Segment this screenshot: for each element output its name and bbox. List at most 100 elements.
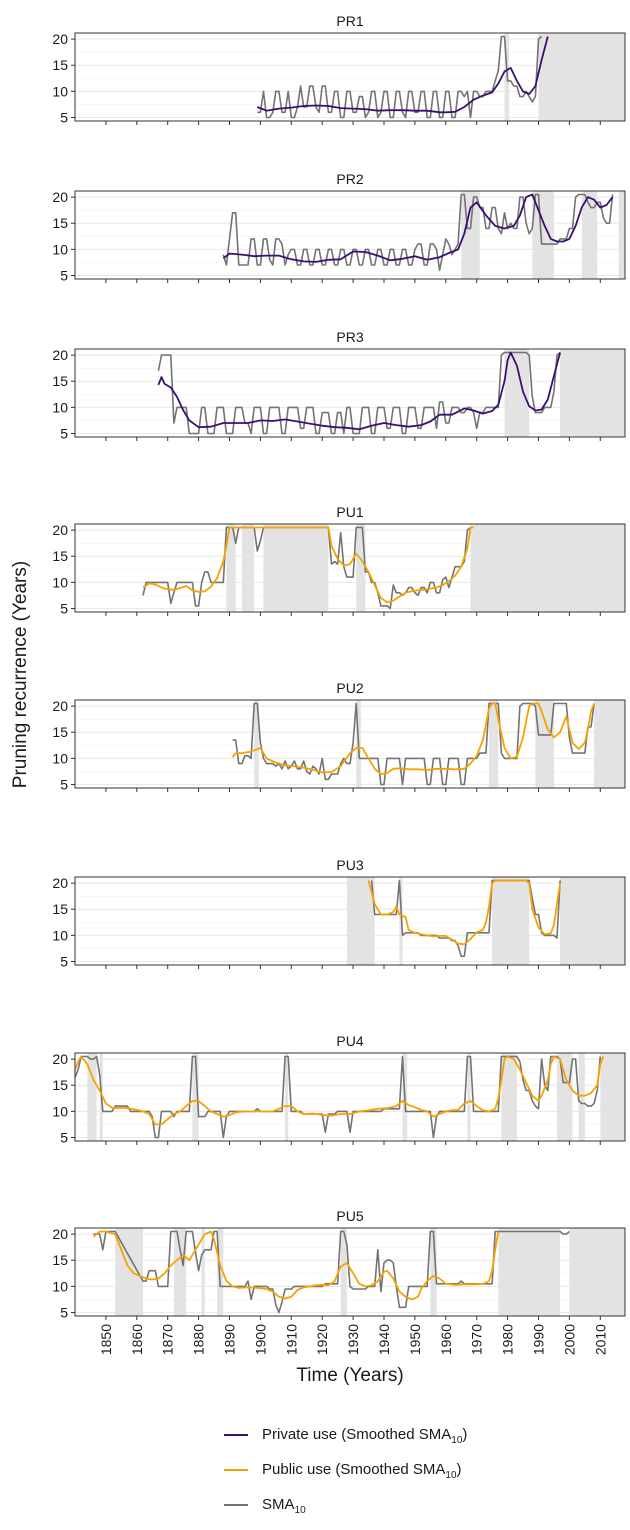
shaded-interval — [594, 700, 625, 788]
panel-title-pu1: PU1 — [336, 504, 363, 520]
pruning-recurrence-chart: PR1 5 10 15 20 PR2 5 10 15 20 PR3 5 10 15 20 PU1 5 10 15 20… — [10, 13, 626, 1386]
legend-item-sma: SMA10 — [224, 1495, 554, 1530]
shaded-interval — [557, 1053, 573, 1141]
x-tick-label: 1910 — [283, 1324, 299, 1355]
shaded-interval — [467, 1053, 471, 1141]
shaded-interval — [535, 700, 554, 788]
shaded-interval — [538, 33, 625, 121]
public-smoothed-line-pu2 — [231, 702, 595, 775]
panel-frame — [74, 190, 626, 280]
panel-title-pu4: PU4 — [336, 1033, 363, 1049]
panel-frame — [74, 699, 626, 789]
y-tick-label: 5 — [60, 1130, 68, 1146]
y-tick-label: 15 — [52, 724, 68, 740]
legend: Private use (Smoothed SMA10) Public use … — [224, 1425, 554, 1530]
shaded-interval — [498, 1228, 561, 1316]
shaded-interval — [581, 191, 598, 279]
shaded-interval — [532, 191, 554, 279]
legend-label-private: Private use (Smoothed SMA10) — [262, 1426, 468, 1446]
sma-line-pu4 — [74, 1055, 602, 1139]
x-tick-label: 1950 — [407, 1324, 423, 1355]
panel-frame — [74, 32, 626, 122]
shaded-interval — [430, 1228, 437, 1316]
y-tick-label: 10 — [52, 927, 68, 943]
x-tick-label: 1930 — [345, 1324, 361, 1355]
x-tick-label: 1900 — [252, 1324, 268, 1355]
shaded-interval — [600, 1053, 625, 1141]
sma-line-pu2 — [232, 702, 595, 786]
panel-title-pu2: PU2 — [336, 680, 363, 696]
legend-label-public: Public use (Smoothed SMA10) — [262, 1461, 462, 1481]
x-tick-label: 1970 — [469, 1324, 485, 1355]
x-tick-label: 1870 — [160, 1324, 176, 1355]
panel-title-pu5: PU5 — [336, 1208, 363, 1224]
shaded-interval — [560, 349, 625, 437]
shaded-interval — [201, 1228, 205, 1316]
y-tick-label: 10 — [52, 241, 68, 257]
x-tick-label: 1880 — [191, 1324, 207, 1355]
x-tick-label: 1890 — [221, 1324, 237, 1355]
x-tick-label: 2000 — [561, 1324, 577, 1355]
public-smoothed-line-pu5 — [92, 1230, 500, 1301]
shaded-interval — [569, 1228, 625, 1316]
shaded-interval — [578, 1053, 585, 1141]
shaded-interval — [285, 1053, 289, 1141]
shaded-interval — [356, 524, 366, 612]
shaded-interval — [501, 1053, 517, 1141]
y-tick-label: 20 — [52, 189, 68, 205]
shaded-interval — [217, 1228, 224, 1316]
legend-item-public: Public use (Smoothed SMA10) — [224, 1460, 554, 1495]
legend-key-private — [224, 1434, 248, 1436]
x-tick-label: 1850 — [98, 1324, 114, 1355]
shaded-interval — [87, 1053, 97, 1141]
panel-frame — [74, 523, 626, 613]
y-tick-label: 15 — [52, 215, 68, 231]
x-tick-label: 2010 — [592, 1324, 608, 1355]
y-tick-label: 15 — [52, 57, 68, 73]
shaded-interval — [241, 524, 255, 612]
y-tick-label: 5 — [60, 268, 68, 284]
y-tick-label: 20 — [52, 522, 68, 538]
panel-title-pu3: PU3 — [336, 857, 363, 873]
panel-frame — [74, 876, 626, 966]
panel-title-pr1: PR1 — [336, 13, 363, 29]
shaded-interval — [470, 524, 625, 612]
legend-label-sma: SMA10 — [262, 1496, 306, 1516]
legend-item-private: Private use (Smoothed SMA10) — [224, 1425, 554, 1460]
y-tick-label: 5 — [60, 1305, 68, 1321]
shaded-interval — [192, 1053, 199, 1141]
shaded-interval — [618, 191, 625, 279]
shaded-interval — [560, 877, 625, 965]
y-tick-label: 20 — [52, 31, 68, 47]
legend-key-public — [224, 1469, 248, 1471]
y-tick-label: 20 — [52, 698, 68, 714]
y-tick-label: 10 — [52, 1103, 68, 1119]
shaded-interval — [492, 877, 530, 965]
shaded-interval — [173, 1228, 187, 1316]
shaded-interval — [263, 524, 329, 612]
y-tick-label: 15 — [52, 373, 68, 389]
y-tick-label: 10 — [52, 574, 68, 590]
y-tick-label: 5 — [60, 601, 68, 617]
x-tick-label: 1860 — [129, 1324, 145, 1355]
y-tick-label: 10 — [52, 399, 68, 415]
y-tick-label: 15 — [52, 1252, 68, 1268]
panel-frame — [74, 1052, 626, 1142]
private-smoothed-line-pr2 — [222, 193, 614, 263]
public-smoothed-line-pu1 — [142, 526, 474, 604]
x-tick-label: 1990 — [530, 1324, 546, 1355]
y-tick-label: 15 — [52, 901, 68, 917]
y-tick-label: 5 — [60, 777, 68, 793]
y-tick-label: 5 — [60, 954, 68, 970]
panel-title-pr2: PR2 — [336, 171, 363, 187]
y-tick-label: 20 — [52, 347, 68, 363]
y-tick-label: 10 — [52, 750, 68, 766]
shaded-interval — [340, 1228, 347, 1316]
sma-line-pr1 — [257, 35, 543, 119]
y-axis-title: Pruning recurrence (Years) — [10, 561, 31, 788]
public-smoothed-line-pu3 — [367, 879, 561, 946]
y-tick-label: 15 — [52, 1077, 68, 1093]
x-tick-label: 1940 — [376, 1324, 392, 1355]
y-tick-label: 5 — [60, 110, 68, 126]
x-tick-label: 1920 — [314, 1324, 330, 1355]
